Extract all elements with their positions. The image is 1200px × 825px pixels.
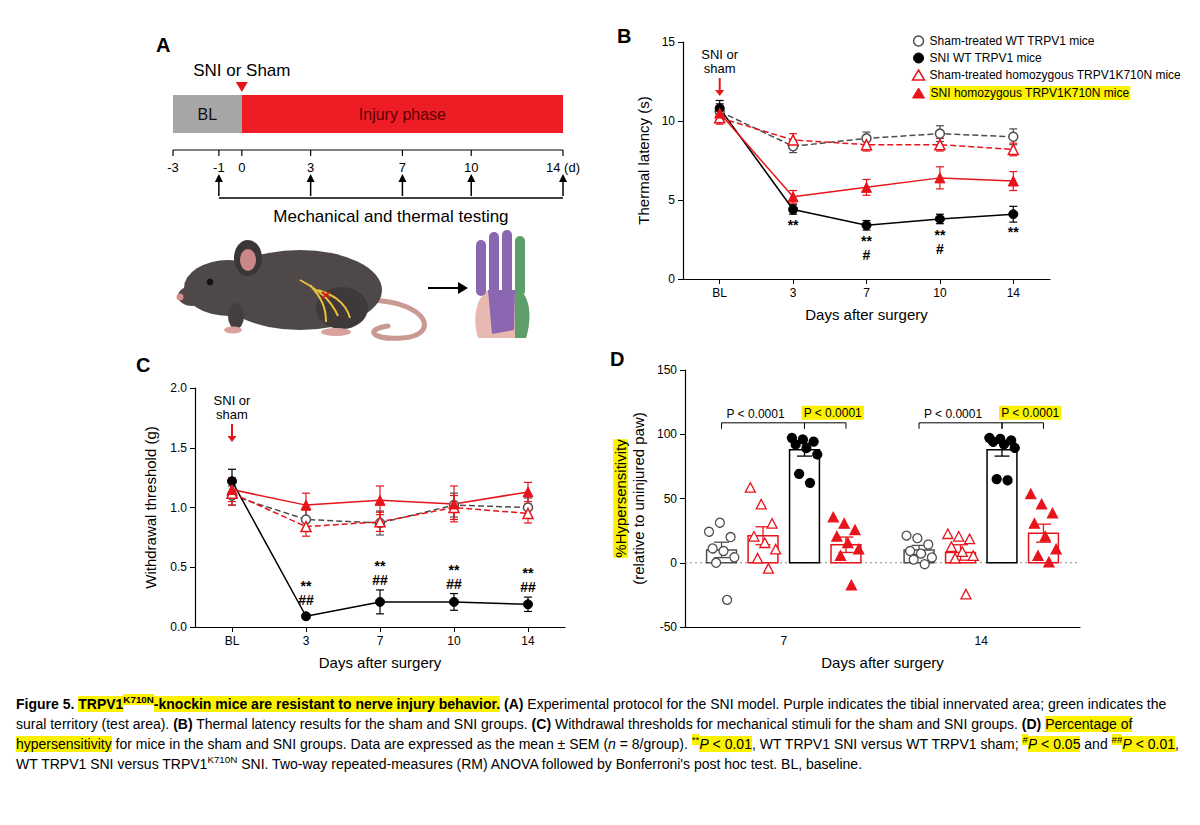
svg-text:Days after surgery: Days after surgery [821,654,944,671]
svg-text:1.5: 1.5 [170,441,187,455]
svg-text:Days after surgery: Days after surgery [319,654,442,671]
svg-text:-3: -3 [167,160,179,175]
svg-text:##: ## [298,592,314,608]
svg-text:14: 14 [1007,286,1021,300]
svg-text:B: B [617,25,631,47]
svg-text:10: 10 [447,634,461,648]
svg-text:Sham-treated homozygous TRPV1K: Sham-treated homozygous TRPV1K710N mice [930,68,1182,82]
svg-text:2.0: 2.0 [170,381,187,395]
svg-text:7: 7 [863,286,870,300]
svg-text:SNI or: SNI or [214,393,252,408]
svg-text:P < 0.0001: P < 0.0001 [1001,406,1059,420]
svg-text:-1: -1 [213,160,225,175]
svg-text:5: 5 [668,193,675,207]
svg-text:SNI homozygous TRPV1K710N mice: SNI homozygous TRPV1K710N mice [931,86,1130,100]
svg-text:10: 10 [933,286,947,300]
svg-text:A: A [156,34,170,56]
svg-text:**: ** [1008,224,1019,240]
svg-text:P < 0.0001: P < 0.0001 [804,406,862,420]
svg-text:%Hypersensitivity: %Hypersensitivity [612,439,629,558]
svg-text:1.0: 1.0 [170,501,187,515]
svg-text:D: D [610,348,624,370]
svg-text:150: 150 [657,363,677,377]
svg-text:Days after surgery: Days after surgery [805,306,928,323]
svg-text:C: C [136,354,150,376]
svg-text:0.0: 0.0 [170,620,187,634]
svg-text:0: 0 [668,272,675,286]
svg-text:Thermal latency (s): Thermal latency (s) [635,96,652,224]
svg-text:Injury phase: Injury phase [359,106,446,123]
svg-text:Withdrawal threshold (g): Withdrawal threshold (g) [142,426,159,589]
svg-text:#: # [936,241,944,257]
svg-text:sham: sham [704,61,736,76]
svg-text:3: 3 [790,286,797,300]
svg-text:0: 0 [238,160,245,175]
svg-text:Sham-treated WT TRPV1 mice: Sham-treated WT TRPV1 mice [930,34,1095,48]
svg-text:7: 7 [399,160,406,175]
svg-text:3: 3 [303,634,310,648]
svg-text:SNI or Sham: SNI or Sham [193,61,290,80]
svg-text:7: 7 [780,634,787,648]
svg-text:P < 0.0001: P < 0.0001 [726,407,784,421]
svg-text:BL: BL [225,634,240,648]
svg-text:SNI or: SNI or [701,47,739,62]
svg-text:14: 14 [521,634,535,648]
svg-text:0.5: 0.5 [170,560,187,574]
svg-text:-50: -50 [660,620,678,634]
svg-text:15: 15 [662,35,676,49]
svg-text:14 (d): 14 (d) [546,160,580,175]
svg-text:10: 10 [662,114,676,128]
svg-text:sham: sham [216,407,248,422]
svg-text:7: 7 [377,634,384,648]
svg-text:SNI WT TRPV1 mice: SNI WT TRPV1 mice [930,51,1043,65]
svg-text:BL: BL [712,286,727,300]
svg-text:10: 10 [464,160,478,175]
svg-text:0: 0 [670,556,677,570]
svg-text:Mechanical and thermal testing: Mechanical and thermal testing [273,207,508,226]
svg-text:##: ## [446,576,462,592]
svg-text:100: 100 [657,427,677,441]
svg-text:P < 0.0001: P < 0.0001 [924,407,982,421]
svg-text:**: ** [788,217,799,233]
svg-text:##: ## [520,579,536,595]
svg-text:BL: BL [198,106,218,123]
svg-text:3: 3 [307,160,314,175]
svg-text:#: # [863,247,871,263]
html-text:Figure 5. TRPV1K710N-knockin m: Figure 5. TRPV1K710N-knockin mice are re… [16,694,1179,772]
svg-text:50: 50 [664,492,678,506]
svg-text:##: ## [372,572,388,588]
svg-text:(relative to uninjured paw): (relative to uninjured paw) [630,412,647,585]
svg-text:14: 14 [975,634,989,648]
